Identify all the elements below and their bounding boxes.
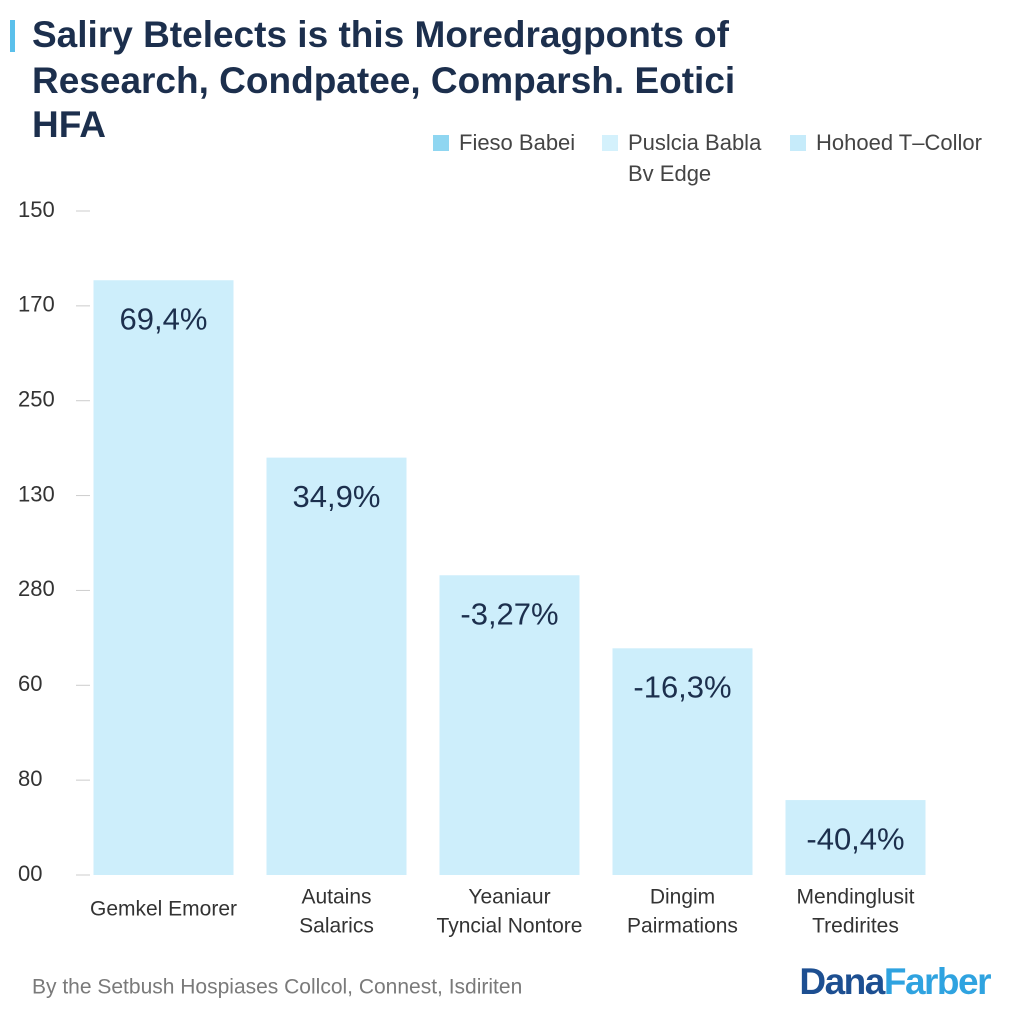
bar-annotation: 34,9% bbox=[293, 479, 381, 514]
y-tick-label: 170 bbox=[18, 292, 55, 317]
legend-swatch bbox=[433, 135, 449, 151]
logo-second: Farber bbox=[884, 961, 991, 1002]
x-tick-label: Salarics bbox=[299, 915, 374, 938]
chart-title: HFA bbox=[32, 104, 106, 145]
x-tick-label: Tyncial Nontore bbox=[437, 915, 583, 938]
bar-annotation: -3,27% bbox=[460, 596, 558, 631]
x-tick-label: Autains bbox=[301, 886, 371, 909]
y-tick-label: 80 bbox=[18, 766, 42, 791]
chart-title: Saliry Btelects is this Moredragponts of bbox=[32, 14, 730, 55]
y-tick-label: 150 bbox=[18, 197, 55, 222]
x-tick-label: Tredirites bbox=[812, 915, 899, 938]
x-tick-label: Mendinglusit bbox=[797, 886, 915, 909]
legend-swatch bbox=[790, 135, 806, 151]
legend-label: Puslcia Babla bbox=[628, 130, 762, 155]
y-tick-label: 00 bbox=[18, 861, 42, 886]
source: By the Setbush Hospiases Collcol, Connes… bbox=[32, 976, 522, 999]
x-tick-label: Pairmations bbox=[627, 915, 738, 938]
legend-label: Fieso Babei bbox=[459, 130, 575, 155]
legend-label: Bv Edge bbox=[628, 161, 711, 186]
y-tick-label: 280 bbox=[18, 576, 55, 601]
chart-title: Research, Condpatee, Comparsh. Eotici bbox=[32, 60, 735, 101]
legend-swatch bbox=[602, 135, 618, 151]
legend-label: Hohoed T–Collor bbox=[816, 130, 982, 155]
y-tick-label: 250 bbox=[18, 387, 55, 412]
x-tick-label: Dingim bbox=[650, 886, 715, 909]
bar bbox=[785, 800, 926, 875]
bar bbox=[266, 457, 407, 875]
bar-annotation: -16,3% bbox=[633, 669, 731, 704]
bar-annotation: 69,4% bbox=[120, 301, 208, 336]
y-tick-label: 60 bbox=[18, 671, 42, 696]
logo: DanaFarber bbox=[799, 961, 991, 1002]
bar-annotation: -40,4% bbox=[806, 821, 904, 856]
x-tick-label: Gemkel Emorer bbox=[90, 898, 237, 921]
bar bbox=[612, 648, 753, 875]
title-accent bbox=[10, 20, 15, 52]
bar bbox=[93, 280, 234, 875]
x-tick-label: Yeaniaur bbox=[468, 886, 550, 909]
logo-first: Dana bbox=[799, 961, 885, 1002]
y-tick-label: 130 bbox=[18, 481, 55, 506]
bar bbox=[439, 575, 580, 875]
